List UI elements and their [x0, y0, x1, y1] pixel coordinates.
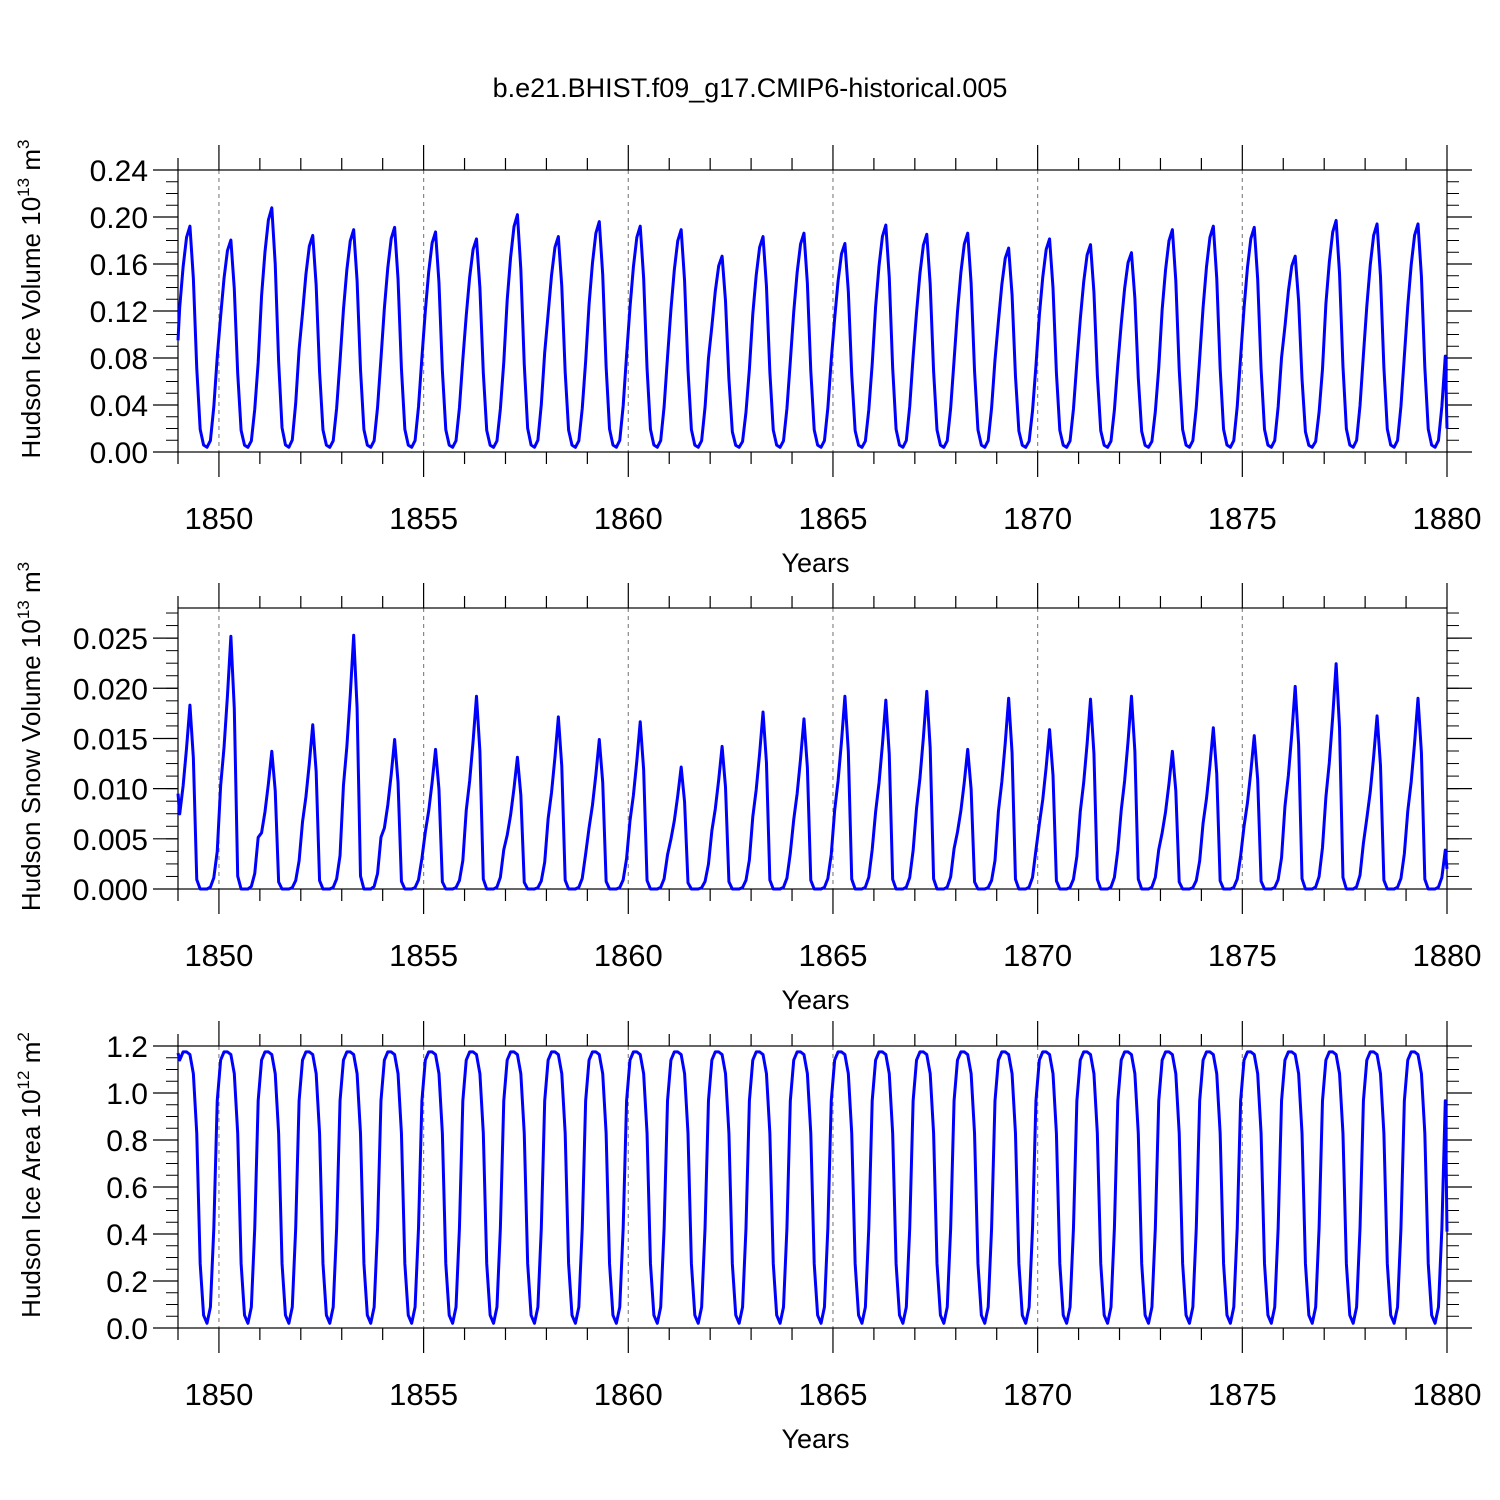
x-tick-label-5: 1875 [1208, 1377, 1277, 1412]
y-axis-label: Hudson Ice Area 1012 m2 [14, 1032, 46, 1318]
x-tick-label-2: 1860 [594, 938, 663, 973]
y-tick-label-4: 0.16 [90, 249, 148, 282]
series-line [176, 206, 1449, 449]
y-tick-label-5: 0.20 [90, 202, 148, 235]
x-tick-label-2: 1860 [594, 501, 663, 536]
y-label-unit: m [16, 571, 46, 600]
x-axis-label: Years [781, 548, 849, 578]
y-tick-label-6: 1.2 [106, 1031, 148, 1064]
y-tick-label-4: 0.020 [73, 673, 148, 706]
y-tick-label-1: 0.005 [73, 824, 148, 857]
x-tick-label-5: 1875 [1208, 501, 1277, 536]
y-label-base: Hudson Ice Volume 10 [16, 197, 46, 459]
y-label-unit: m [16, 1042, 46, 1071]
y-tick-label-3: 0.6 [106, 1172, 148, 1205]
series-line [176, 1050, 1449, 1325]
y-tick-label-0: 0.000 [73, 874, 148, 907]
x-tick-label-1: 1855 [389, 1377, 458, 1412]
x-axis-label: Years [781, 1424, 849, 1454]
x-tick-label-3: 1865 [798, 501, 867, 536]
y-label-unit-exp: 3 [14, 140, 33, 149]
y-label-unit-exp: 2 [14, 1032, 33, 1041]
x-tick-label-2: 1860 [594, 1377, 663, 1412]
y-axis-label: Hudson Snow Volume 1013 m3 [14, 562, 46, 911]
y-tick-label-1: 0.04 [90, 390, 148, 423]
x-tick-label-6: 1880 [1413, 938, 1482, 973]
panel-ice-area: 0.0 0.2 0.4 0.6 0.8 1.0 1.2 1850 1855 1860 1865 187… [14, 1021, 1481, 1454]
x-tick-label-5: 1875 [1208, 938, 1277, 973]
x-tick-label-0: 1850 [184, 501, 253, 536]
y-label-unit: m [16, 149, 46, 178]
y-axis-label: Hudson Ice Volume 1013 m3 [14, 140, 46, 459]
panel-ice-volume: 0.00 0.04 0.08 0.12 0.16 0.20 0.24 1850 1855 1860… [14, 140, 1481, 578]
x-axis-label: Years [781, 985, 849, 1015]
y-tick-label-6: 0.24 [90, 155, 148, 188]
x-tick-label-0: 1850 [184, 938, 253, 973]
y-tick-label-5: 1.0 [106, 1078, 148, 1111]
x-tick-label-4: 1870 [1003, 501, 1072, 536]
y-tick-label-2: 0.08 [90, 343, 148, 376]
y-label-unit-exp: 3 [14, 562, 33, 571]
y-tick-label-2: 0.4 [106, 1219, 148, 1252]
x-tick-label-4: 1870 [1003, 1377, 1072, 1412]
x-tick-label-6: 1880 [1413, 1377, 1482, 1412]
y-label-exp: 13 [14, 178, 33, 197]
y-label-exp: 12 [14, 1071, 33, 1090]
x-tick-label-1: 1855 [389, 501, 458, 536]
x-tick-label-0: 1850 [184, 1377, 253, 1412]
y-label-exp: 13 [14, 600, 33, 619]
series-line [176, 633, 1449, 891]
panel-snow-volume: 0.000 0.005 0.010 0.015 0.020 0.025 1850 1855 18… [14, 562, 1481, 1015]
x-tick-label-3: 1865 [798, 1377, 867, 1412]
y-tick-label-3: 0.015 [73, 723, 148, 756]
y-tick-label-5: 0.025 [73, 623, 148, 656]
y-tick-label-1: 0.2 [106, 1266, 148, 1299]
figure-title: b.e21.BHIST.f09_g17.CMIP6-historical.005 [493, 73, 1008, 103]
x-tick-label-3: 1865 [798, 938, 867, 973]
x-tick-label-4: 1870 [1003, 938, 1072, 973]
y-tick-label-0: 0.00 [90, 437, 148, 470]
plot-frame [177, 607, 1448, 890]
y-tick-label-2: 0.010 [73, 774, 148, 807]
y-tick-label-3: 0.12 [90, 296, 148, 329]
y-tick-label-4: 0.8 [106, 1125, 148, 1158]
x-tick-label-1: 1855 [389, 938, 458, 973]
x-tick-label-6: 1880 [1413, 501, 1482, 536]
y-tick-label-0: 0.0 [106, 1313, 148, 1346]
y-label-base: Hudson Ice Area 10 [16, 1089, 46, 1317]
y-label-base: Hudson Snow Volume 10 [16, 619, 46, 911]
